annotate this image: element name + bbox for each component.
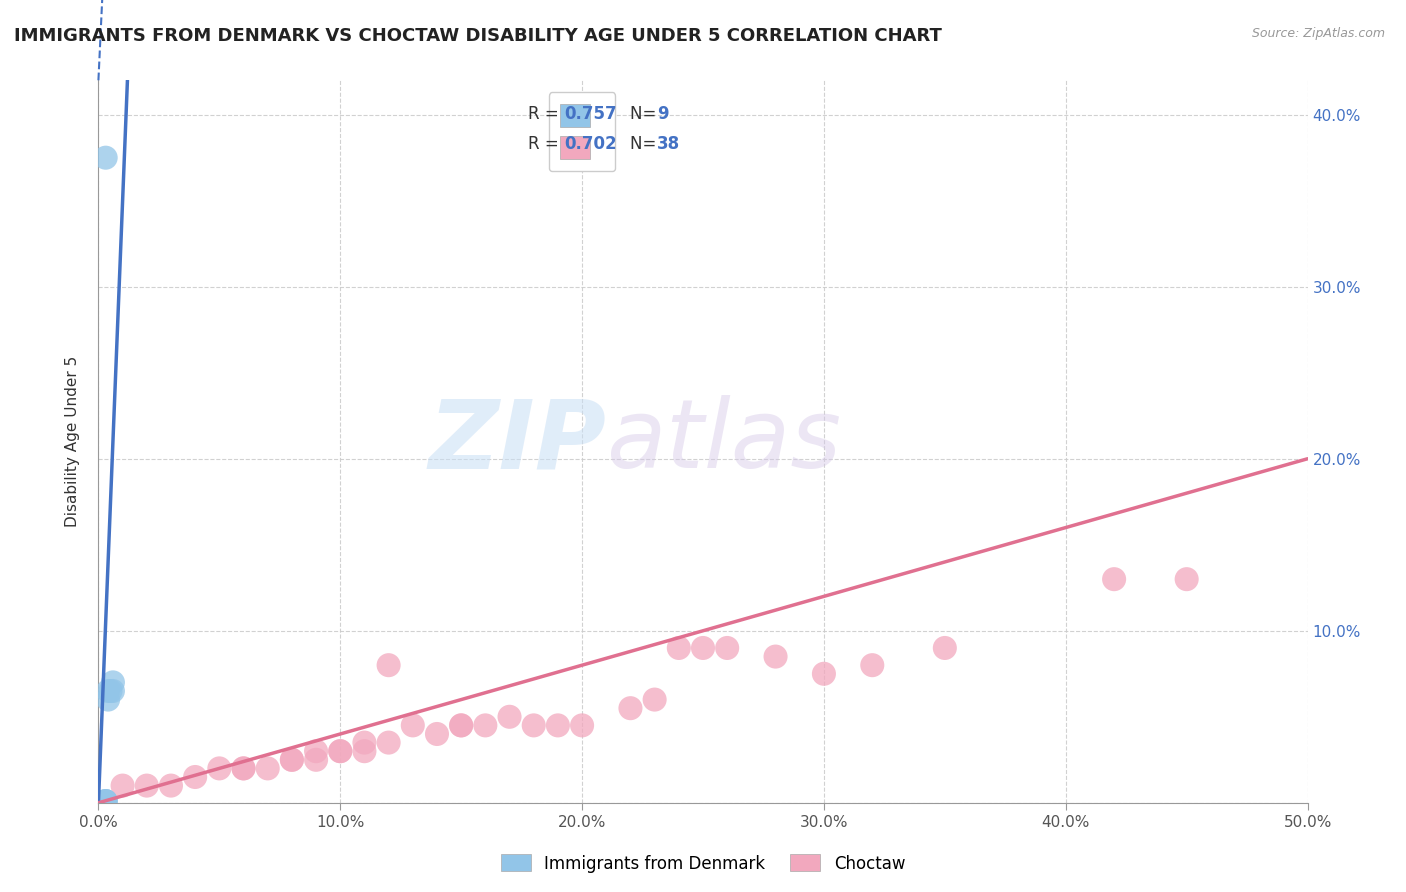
Point (281, 753, 304, 767)
Point (208, 761, 231, 775)
Point (281, 753, 304, 767)
Point (450, 718, 472, 732)
Point (160, 779, 183, 793)
Text: 0.702: 0.702 (564, 135, 617, 153)
Point (716, 640, 738, 655)
Point (619, 701, 641, 715)
Point (305, 753, 328, 767)
Point (498, 710, 520, 724)
Text: Source: ZipAtlas.com: Source: ZipAtlas.com (1251, 27, 1385, 40)
Text: R =: R = (527, 104, 564, 122)
Text: 9: 9 (657, 104, 669, 122)
Point (94, 794, 117, 808)
Point (329, 744, 352, 758)
Point (353, 744, 375, 758)
Point (474, 718, 496, 732)
Point (329, 744, 352, 758)
Point (377, 735, 399, 749)
Y-axis label: Disability Age Under 5: Disability Age Under 5 (65, 356, 80, 527)
Point (813, 666, 835, 681)
Point (692, 640, 714, 655)
Point (377, 658, 399, 673)
Point (571, 718, 593, 732)
Point (353, 735, 375, 749)
Point (1175, 572, 1198, 586)
Point (100, 684, 122, 698)
Legend: , : , (548, 92, 616, 171)
Point (184, 770, 207, 784)
Point (97, 684, 120, 698)
Point (450, 718, 472, 732)
Point (94, 794, 117, 808)
Point (523, 718, 546, 732)
Text: ZIP: ZIP (429, 395, 606, 488)
Point (101, 675, 124, 690)
Point (934, 640, 956, 655)
Point (94, 151, 117, 165)
Point (232, 761, 254, 775)
Point (1102, 572, 1125, 586)
Point (94, 794, 117, 808)
Point (426, 727, 449, 741)
Text: N=: N= (630, 135, 662, 153)
Point (547, 718, 569, 732)
Point (305, 744, 328, 758)
Point (668, 640, 690, 655)
Point (860, 658, 883, 673)
Text: N=: N= (630, 104, 662, 122)
Text: 0.757: 0.757 (564, 104, 617, 122)
Text: atlas: atlas (606, 395, 841, 488)
Point (256, 761, 278, 775)
Point (232, 761, 254, 775)
Point (644, 692, 666, 706)
Text: IMMIGRANTS FROM DENMARK VS CHOCTAW DISABILITY AGE UNDER 5 CORRELATION CHART: IMMIGRANTS FROM DENMARK VS CHOCTAW DISAB… (14, 27, 942, 45)
Point (111, 779, 134, 793)
Point (135, 779, 157, 793)
Point (402, 718, 425, 732)
Text: R =: R = (527, 135, 564, 153)
Text: 38: 38 (657, 135, 681, 153)
Point (97, 692, 120, 706)
Legend: Immigrants from Denmark, Choctaw: Immigrants from Denmark, Choctaw (494, 847, 912, 880)
Point (101, 684, 124, 698)
Point (765, 649, 787, 664)
